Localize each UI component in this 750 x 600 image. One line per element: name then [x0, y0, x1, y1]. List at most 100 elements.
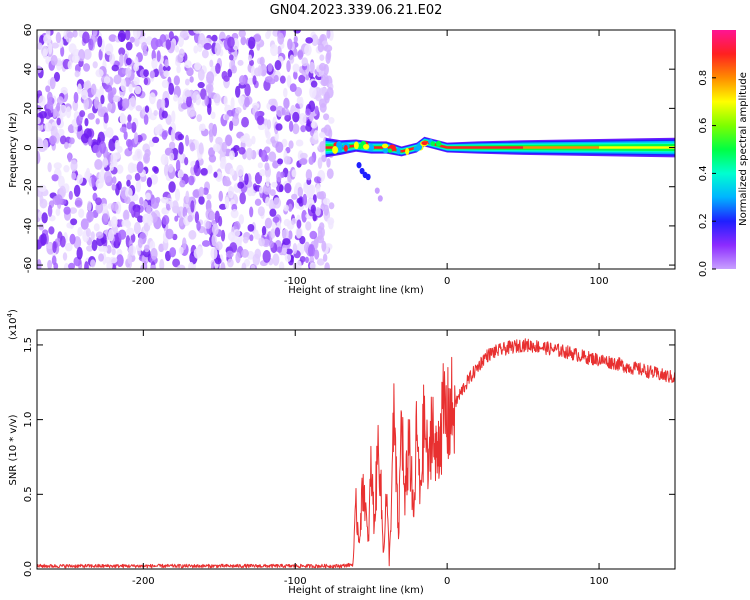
heatmap-track-blob — [363, 143, 370, 150]
heatmap-noise-cell — [144, 105, 150, 113]
heatmap-noise-cell — [305, 169, 313, 181]
heatmap-noise-cell — [150, 174, 159, 185]
heatmap-noise-cell — [158, 63, 163, 76]
heatmap-noise-cell — [302, 193, 308, 206]
heatmap-noise-cell — [171, 110, 176, 123]
heatmap-noise-cell — [118, 47, 126, 56]
heatmap-noise-cell — [292, 242, 298, 255]
heatmap-track-tail — [377, 195, 383, 202]
heatmap-noise-cell — [81, 89, 89, 100]
heatmap-noise-cell — [124, 196, 131, 205]
heatmap-noise-cell — [324, 262, 330, 269]
heatmap-noise-region — [37, 30, 335, 269]
heatmap-noise-cell — [125, 187, 133, 199]
heatmap-noise-cell — [83, 81, 90, 91]
heatmap-noise-cell — [281, 247, 288, 254]
heatmap-noise-cell — [55, 208, 61, 217]
heatmap-noise-cell — [212, 123, 218, 137]
heatmap-noise-cell — [134, 36, 140, 47]
heatmap-noise-cell — [149, 70, 156, 79]
heatmap-noise-cell — [309, 255, 315, 265]
heatmap-noise-cell — [133, 221, 141, 235]
heatmap-noise-cell — [316, 258, 325, 266]
heatmap-noise-cell — [184, 60, 192, 69]
heatmap-noise-cell — [38, 184, 47, 192]
heatmap-noise-cell — [69, 233, 76, 245]
heatmap-noise-cell — [203, 42, 212, 50]
heatmap-noise-cell — [275, 141, 284, 153]
heatmap-noise-cell — [317, 43, 325, 53]
heatmap-noise-cell — [278, 184, 284, 193]
heatmap-noise-cell — [206, 71, 215, 85]
heatmap-noise-cell — [148, 92, 156, 105]
heatmap-noise-cell — [188, 175, 195, 186]
heatmap-noise-cell — [40, 45, 49, 57]
heatmap-noise-cell — [319, 140, 326, 152]
heatmap-noise-cell — [319, 54, 325, 61]
heatmap-noise-cell — [276, 105, 284, 117]
heatmap-noise-cell — [82, 31, 90, 44]
heatmap-noise-cell — [74, 70, 80, 78]
heatmap-noise-cell — [239, 192, 246, 205]
heatmap-noise-cell — [198, 33, 206, 47]
heatmap-noise-cell — [244, 83, 251, 97]
heatmap-noise-cell — [310, 204, 316, 214]
heatmap-noise-cell — [202, 187, 209, 196]
heatmap-noise-cell — [62, 252, 68, 261]
heatmap-noise-cell — [175, 159, 181, 173]
heatmap-noise-cell — [305, 37, 314, 44]
heatmap-noise-cell — [311, 34, 319, 46]
heatmap-noise-cell — [218, 190, 224, 202]
heatmap-noise-cell — [214, 42, 221, 56]
heatmap-noise-cell — [328, 219, 334, 230]
heatmap-noise-cell — [134, 172, 141, 182]
heatmap-noise-cell — [68, 262, 76, 269]
heatmap-noise-cell — [37, 138, 44, 150]
heatmap-noise-cell — [194, 62, 202, 71]
heatmap-noise-cell — [227, 258, 234, 268]
heatmap-noise-cell — [125, 41, 133, 51]
heatmap-noise-cell — [131, 121, 137, 134]
heatmap-noise-cell — [296, 260, 302, 269]
heatmap-noise-cell — [163, 70, 170, 78]
heatmap-noise-cell — [248, 36, 256, 50]
heatmap-noise-cell — [67, 60, 73, 70]
heatmap-noise-cell — [252, 75, 257, 86]
heatmap-noise-cell — [95, 231, 104, 239]
heatmap-noise-cell — [326, 30, 331, 39]
heatmap-noise-cell — [223, 179, 232, 187]
snr-xtick-label: 0 — [444, 576, 450, 587]
heatmap-noise-cell — [172, 258, 181, 268]
heatmap-noise-cell — [107, 90, 114, 103]
heatmap-noise-cell — [238, 146, 246, 155]
heatmap-noise-cell — [80, 218, 89, 230]
heatmap-noise-cell — [60, 46, 65, 57]
heatmap-noise-cell — [328, 116, 335, 124]
heatmap-noise-cell — [209, 211, 216, 221]
heatmap-noise-cell — [100, 94, 105, 105]
heatmap-noise-cell — [197, 68, 205, 81]
heatmap-noise-cell — [64, 141, 69, 150]
heatmap-noise-cell — [211, 223, 219, 236]
heatmap-noise-cell — [153, 109, 158, 116]
heatmap-noise-cell — [174, 188, 181, 202]
heatmap-noise-cell — [151, 58, 158, 70]
heatmap-noise-cell — [267, 30, 272, 38]
heatmap-noise-cell — [112, 176, 117, 185]
heatmap-noise-cell — [274, 227, 281, 238]
heatmap-noise-cell — [173, 75, 180, 86]
heatmap-noise-cell — [228, 54, 234, 61]
heatmap-noise-cell — [168, 181, 176, 193]
heatmap-noise-cell — [110, 202, 119, 212]
heatmap-noise-cell — [52, 108, 57, 118]
heatmap-noise-cell — [98, 48, 103, 61]
heatmap-xlabel: Height of straight line (km) — [288, 285, 424, 296]
heatmap-noise-cell — [133, 207, 141, 219]
heatmap-noise-cell — [106, 244, 112, 254]
heatmap-noise-cell — [46, 91, 53, 103]
heatmap-noise-cell — [317, 157, 323, 169]
heatmap-noise-cell — [277, 32, 285, 45]
heatmap-noise-cell — [119, 114, 127, 125]
snr-panel: -200 -100 0 100 0.0 0.5 1.0 1.5 Height of strai… — [6, 309, 676, 596]
